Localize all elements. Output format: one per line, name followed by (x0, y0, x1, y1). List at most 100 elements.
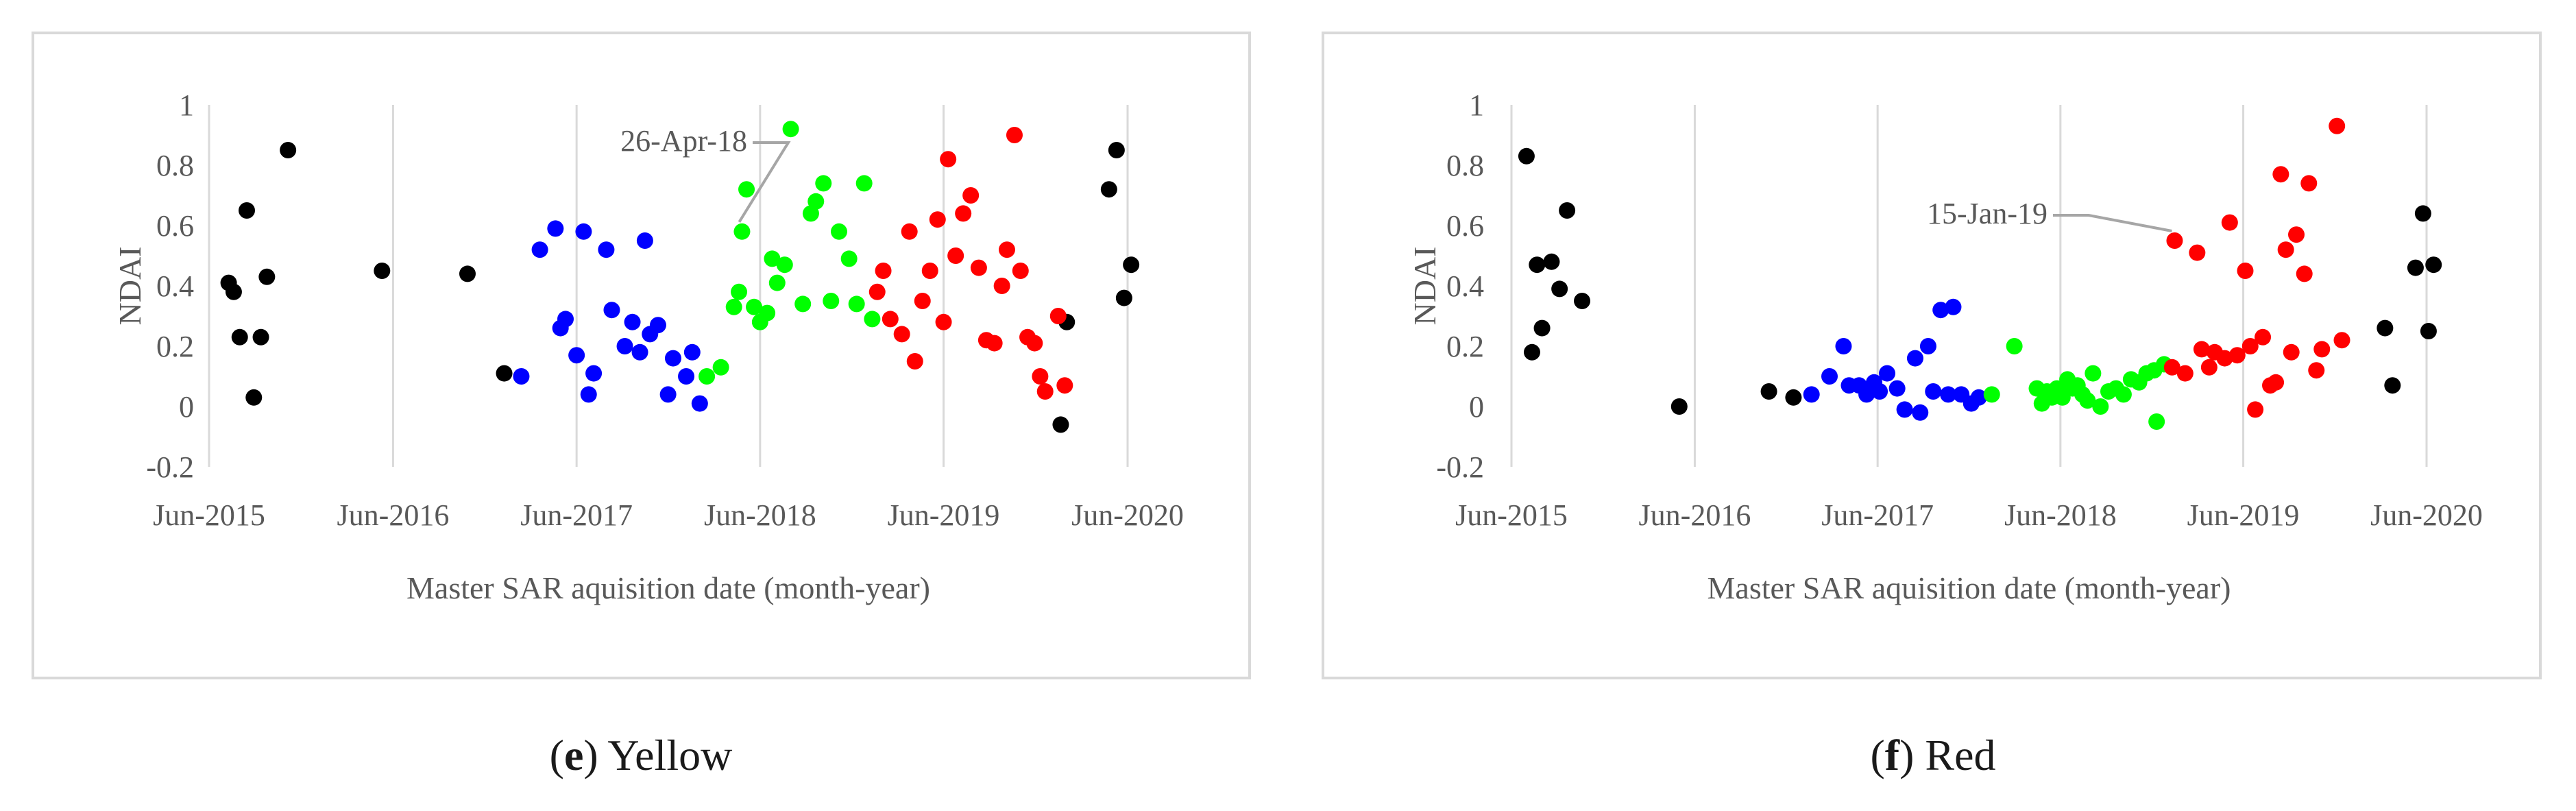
data-point-blue (1912, 404, 1929, 421)
data-point-blue (678, 368, 695, 385)
x-tick-label: Jun-2020 (2370, 498, 2483, 532)
data-point-red (2241, 338, 2259, 354)
data-point-black (2407, 259, 2424, 276)
data-point-black (231, 328, 248, 346)
data-point-green (731, 283, 748, 300)
data-point-red (2313, 341, 2331, 358)
data-point-red (962, 187, 980, 204)
data-point-black (1523, 343, 1540, 361)
data-point-blue (547, 220, 564, 237)
data-point-black (245, 389, 263, 406)
data-point-black (1518, 147, 1535, 165)
data-point-black (374, 263, 391, 279)
data-point-green (807, 193, 825, 210)
data-point-blue (649, 317, 666, 334)
data-point-red (998, 241, 1015, 258)
data-point-green (2085, 365, 2102, 382)
data-point-green (733, 223, 751, 240)
data-point-black (258, 268, 276, 285)
data-point-red (2283, 343, 2300, 361)
y-tick-label: 0.8 (1446, 149, 1484, 182)
data-point-blue (631, 343, 648, 361)
y-axis-title: NDAI (112, 247, 147, 326)
data-point-red (993, 278, 1010, 294)
caption-letter: e (563, 731, 584, 779)
data-point-blue (531, 241, 548, 258)
data-point-green (2115, 386, 2132, 403)
data-point-black (1760, 383, 1777, 400)
data-point-red (2268, 374, 2285, 391)
annotation-label: 15-Jan-19 (1927, 197, 2048, 230)
data-point-red (893, 326, 910, 343)
data-point-black (1574, 293, 1591, 309)
x-tick-label: Jun-2018 (2004, 498, 2117, 532)
x-tick-label: Jun-2016 (1639, 498, 1751, 532)
data-point-black (1785, 389, 1802, 406)
data-point-red (2277, 241, 2294, 258)
data-point-red (914, 293, 931, 309)
data-point-green (2092, 398, 2109, 415)
x-tick-label: Jun-2020 (1071, 498, 1184, 532)
data-point-black (280, 142, 297, 158)
data-point-green (712, 359, 729, 376)
data-point-red (2189, 244, 2206, 261)
y-tick-label: 0.6 (1446, 209, 1484, 243)
data-point-blue (683, 343, 701, 361)
data-point-blue (585, 365, 603, 382)
data-point-blue (616, 338, 633, 354)
data-point-green (2079, 392, 2096, 409)
data-point-red (2296, 265, 2313, 282)
data-point-blue (664, 350, 681, 367)
annotation-leader-line (2053, 214, 2172, 232)
data-point-green (848, 295, 865, 313)
data-point-blue (1932, 302, 1949, 319)
data-point-black (1123, 256, 1140, 274)
data-point-red (2216, 350, 2233, 367)
data-point-black (459, 265, 476, 282)
data-point-green (831, 223, 848, 240)
data-point-red (2255, 328, 2272, 346)
x-tick-label: Jun-2017 (520, 498, 633, 532)
y-tick-label: 0.2 (1446, 330, 1484, 363)
data-point-blue (557, 311, 574, 328)
x-tick-label: Jun-2016 (337, 498, 450, 532)
annotation-leader-line (738, 141, 791, 223)
y-tick-label: 0.8 (156, 149, 194, 182)
data-point-green (815, 175, 832, 192)
data-point-black (1115, 289, 1132, 306)
data-point-red (2176, 365, 2194, 382)
data-point-blue (1970, 389, 1987, 406)
data-point-red (1049, 308, 1067, 324)
data-point-blue (636, 232, 653, 249)
y-tick-label: 0.4 (156, 269, 194, 303)
data-point-blue (1803, 386, 1820, 403)
y-tick-label: 1 (179, 88, 194, 122)
data-point-black (1533, 319, 1551, 337)
y-tick-label: 1 (1469, 88, 1484, 122)
data-point-red (986, 335, 1003, 352)
data-point-green (764, 250, 781, 267)
data-point-red (1032, 368, 1049, 385)
y-tick-label: 0 (179, 390, 194, 424)
data-point-blue (1879, 365, 1896, 382)
x-axis-title: Master SAR aquisition date (month-year) (1708, 570, 2231, 605)
y-tick-label: -0.2 (1436, 450, 1484, 484)
data-point-red (2228, 347, 2246, 364)
data-point-green (725, 298, 742, 315)
data-point-red (1056, 377, 1073, 394)
data-point-blue (1945, 298, 1962, 315)
data-point-blue (1906, 350, 1923, 367)
data-point-red (2166, 232, 2183, 249)
y-tick-label: 0 (1469, 390, 1484, 424)
data-point-blue (1858, 386, 1875, 403)
data-point-red (2163, 359, 2180, 376)
caption-label: Yellow (607, 731, 733, 779)
data-point-green (746, 298, 763, 315)
data-point-green (738, 181, 755, 198)
data-point-black (1559, 202, 1576, 219)
data-point-red (2288, 226, 2305, 243)
data-point-green (768, 274, 786, 291)
data-point-blue (1925, 383, 1942, 400)
data-point-black (2414, 205, 2431, 222)
data-point-red (2272, 166, 2289, 183)
